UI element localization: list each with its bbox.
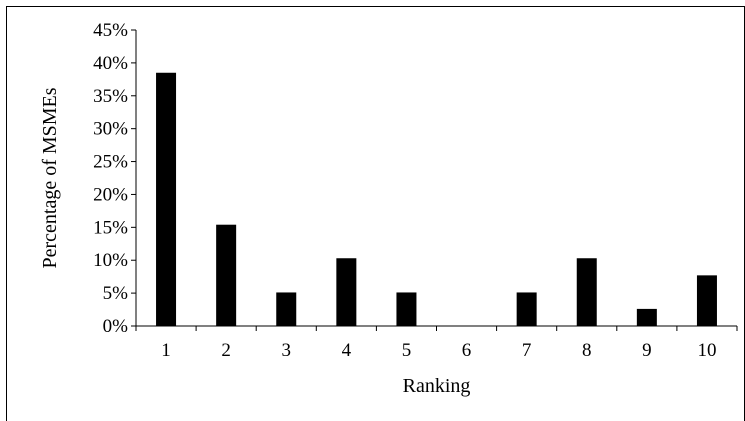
bar-7 bbox=[516, 292, 537, 326]
x-tick-label: 4 bbox=[342, 340, 352, 361]
x-tick-label: 10 bbox=[697, 340, 716, 361]
x-axis-title: Ranking bbox=[403, 375, 471, 397]
bar-4 bbox=[336, 258, 357, 326]
y-tick-label: 20% bbox=[93, 184, 128, 205]
y-tick-label: 5% bbox=[103, 283, 129, 304]
bar-2 bbox=[216, 224, 237, 326]
bar-9 bbox=[636, 308, 657, 326]
bar-3 bbox=[276, 292, 297, 326]
bar-10 bbox=[696, 275, 717, 326]
x-tick-label: 8 bbox=[582, 340, 592, 361]
y-tick-label: 35% bbox=[93, 86, 128, 107]
bars bbox=[156, 72, 717, 326]
x-tick-label: 2 bbox=[221, 340, 231, 361]
x-axis-ticks: 1 2 3 4 5 6 7 8 9 10 bbox=[135, 326, 738, 361]
y-tick-label: 10% bbox=[93, 250, 128, 271]
x-tick-label: 7 bbox=[522, 340, 532, 361]
x-tick-label: 5 bbox=[402, 340, 412, 361]
y-tick-label: 40% bbox=[93, 53, 128, 74]
y-axis-title: Percentage of MSMEs bbox=[39, 87, 61, 268]
x-tick-label: 1 bbox=[161, 340, 171, 361]
x-tick-label: 6 bbox=[462, 340, 472, 361]
bar-1 bbox=[156, 72, 177, 326]
bar-8 bbox=[576, 258, 597, 326]
y-tick-label: 30% bbox=[93, 119, 128, 140]
y-axis-ticks: 0% 5% 10% 15% 20% 25% 30% 35% 40% 45% bbox=[93, 20, 136, 337]
y-tick-label: 45% bbox=[93, 20, 128, 41]
bar-5 bbox=[396, 292, 417, 326]
y-tick-label: 15% bbox=[93, 217, 128, 238]
x-tick-label: 9 bbox=[642, 340, 652, 361]
chart-frame bbox=[6, 6, 745, 421]
y-tick-label: 25% bbox=[93, 152, 128, 173]
x-tick-label: 3 bbox=[282, 340, 292, 361]
y-tick-label: 0% bbox=[103, 316, 129, 337]
